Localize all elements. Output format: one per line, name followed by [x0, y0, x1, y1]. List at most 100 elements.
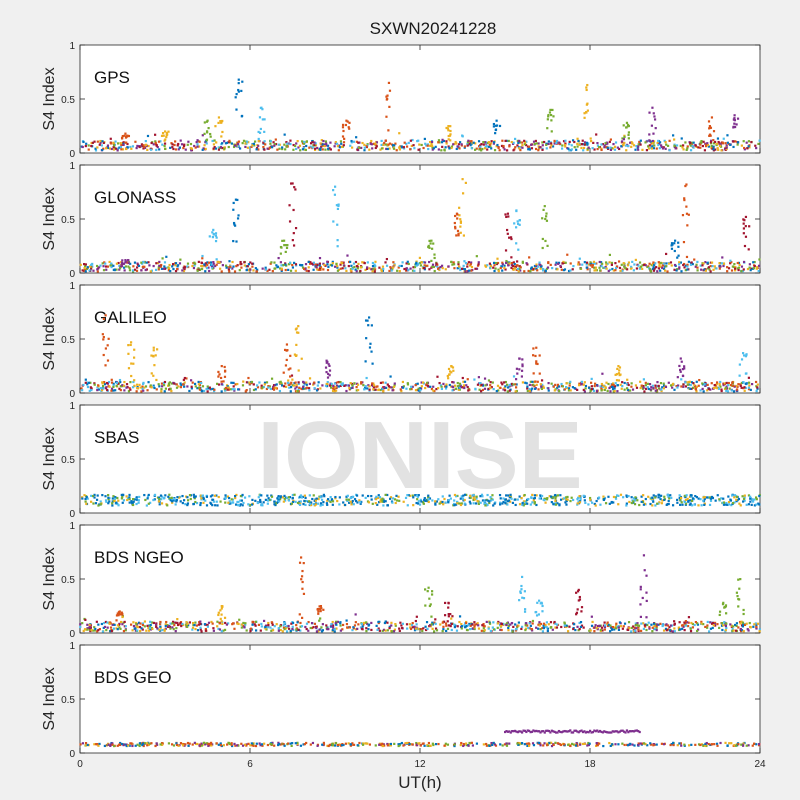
- data-point: [637, 629, 640, 633]
- data-point: [596, 147, 599, 151]
- data-point: [670, 496, 673, 499]
- data-point: [483, 387, 487, 390]
- data-point: [283, 497, 286, 500]
- data-point: [184, 503, 187, 506]
- data-point: [739, 622, 742, 625]
- data-point: [155, 388, 158, 391]
- data-point: [737, 141, 740, 144]
- data-point: [658, 263, 661, 266]
- data-point: [604, 386, 607, 389]
- data-point: [469, 142, 473, 145]
- data-point: [583, 143, 586, 146]
- data-point: [280, 267, 283, 270]
- data-point: [129, 381, 132, 384]
- data-point: [582, 146, 586, 150]
- data-point: [728, 387, 731, 390]
- data-point: [613, 389, 616, 393]
- data-point: [504, 385, 507, 388]
- data-point: [429, 385, 432, 388]
- spike-point: [712, 130, 716, 133]
- data-point: [319, 148, 322, 151]
- data-point: [362, 623, 365, 626]
- data-point: [101, 382, 104, 385]
- data-point: [291, 493, 294, 497]
- data-point: [677, 626, 681, 629]
- data-point: [363, 143, 366, 146]
- data-point: [615, 265, 618, 268]
- data-point: [89, 626, 92, 629]
- data-point: [553, 139, 556, 143]
- data-point: [121, 384, 124, 387]
- data-point: [754, 380, 758, 384]
- data-point: [646, 386, 649, 389]
- data-point: [727, 500, 731, 504]
- data-point: [652, 140, 656, 143]
- data-point: [623, 265, 626, 268]
- data-point: [733, 496, 736, 499]
- data-point: [211, 139, 214, 143]
- data-point: [110, 381, 114, 384]
- spike-point: [542, 208, 545, 211]
- data-point: [516, 264, 519, 267]
- spike-point: [683, 365, 686, 368]
- spike-point: [513, 222, 516, 225]
- data-point: [734, 266, 737, 269]
- data-point: [299, 494, 303, 497]
- data-point: [401, 626, 404, 630]
- data-point: [704, 269, 707, 272]
- data-point: [679, 496, 683, 500]
- data-point: [331, 620, 334, 624]
- spike-point: [152, 374, 155, 377]
- data-point: [747, 381, 751, 384]
- data-point: [376, 385, 379, 388]
- data-point: [753, 504, 756, 507]
- data-point: [307, 629, 310, 632]
- spike-point: [428, 239, 431, 243]
- data-point: [246, 265, 249, 268]
- data-point: [277, 498, 280, 501]
- data-point: [680, 501, 683, 504]
- data-point: [749, 625, 752, 629]
- data-point: [479, 495, 482, 498]
- spike-point: [742, 354, 746, 357]
- data-point: [437, 498, 440, 501]
- data-point: [394, 501, 397, 505]
- data-point: [337, 385, 340, 388]
- spike-point: [214, 240, 218, 243]
- data-point: [747, 388, 751, 391]
- data-point: [355, 494, 359, 497]
- data-point: [749, 500, 752, 503]
- spike-point: [552, 115, 555, 118]
- data-point: [405, 387, 408, 390]
- data-point: [678, 267, 681, 270]
- data-point: [411, 138, 414, 142]
- data-point: [359, 502, 362, 505]
- data-point: [203, 389, 206, 393]
- data-point: [473, 621, 476, 624]
- data-point: [402, 500, 405, 503]
- data-point: [252, 142, 256, 145]
- data-point: [428, 140, 432, 144]
- data-point: [533, 385, 536, 388]
- data-point: [579, 625, 583, 628]
- data-point: [622, 138, 626, 141]
- data-point: [456, 625, 459, 628]
- data-point: [727, 381, 730, 385]
- data-point: [644, 264, 647, 267]
- data-point: [648, 268, 652, 271]
- spike-point: [237, 214, 240, 217]
- data-point: [752, 625, 755, 628]
- spike-point: [287, 368, 290, 371]
- spike-point: [165, 135, 168, 139]
- data-point: [254, 267, 257, 270]
- data-point: [547, 389, 550, 392]
- data-point: [626, 383, 629, 386]
- data-point: [617, 628, 621, 631]
- data-point: [355, 140, 358, 143]
- data-point: [284, 148, 287, 151]
- data-point: [305, 386, 309, 389]
- data-point: [406, 504, 409, 507]
- data-point: [241, 504, 244, 507]
- data-point: [196, 145, 199, 148]
- data-point: [251, 498, 254, 501]
